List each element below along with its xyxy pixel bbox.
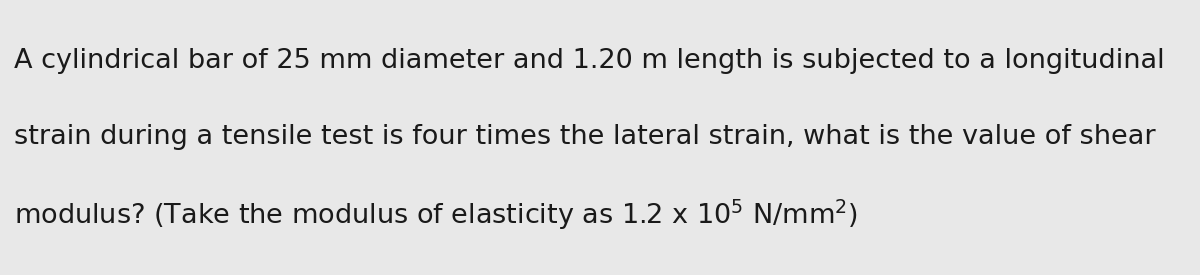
Text: A cylindrical bar of 25 mm diameter and 1.20 m length is subjected to a longitud: A cylindrical bar of 25 mm diameter and … — [14, 48, 1165, 73]
Text: strain during a tensile test is four times the lateral strain, what is the value: strain during a tensile test is four tim… — [14, 125, 1156, 150]
Text: modulus? (Take the modulus of elasticity as 1.2 x 10$^{5}$ N/mm$^{2}$): modulus? (Take the modulus of elasticity… — [14, 197, 858, 232]
